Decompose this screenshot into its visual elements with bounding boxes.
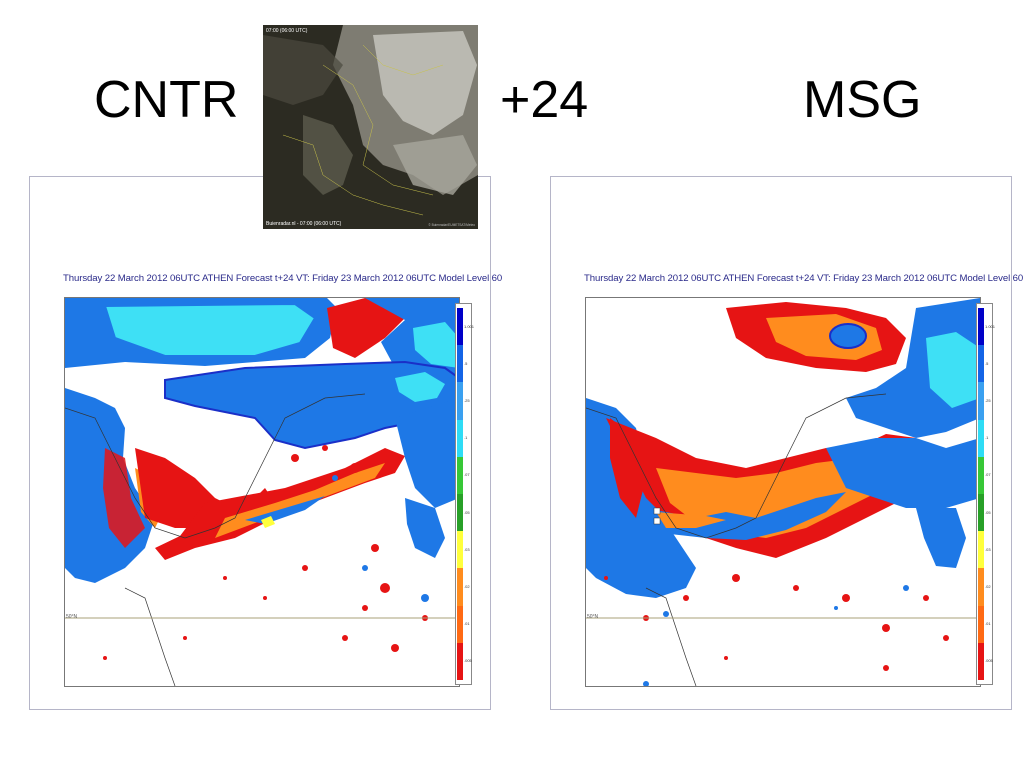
colorbar-label: .25 xyxy=(464,398,470,403)
colorbar-segment xyxy=(457,456,463,494)
colorbar-segment xyxy=(457,642,463,680)
colorbar-segment xyxy=(978,531,984,569)
forecast-map: 50°N xyxy=(585,297,981,687)
colorbar-segment xyxy=(978,568,984,606)
forecast-panel-cntr: Thursday 22 March 2012 06UTC ATHEN Forec… xyxy=(29,176,502,710)
colorbar-label: .05 xyxy=(464,509,470,515)
colorbar-segment xyxy=(457,531,463,569)
colorbar-label: .1 xyxy=(985,435,989,441)
colorbar-segment xyxy=(457,419,463,457)
colorbar-segment xyxy=(457,382,463,420)
colorbar-legend: 1.001 .5 .25 .1 .07 .05 .03 .02 .01 .005 xyxy=(976,303,996,685)
colorbar-label: .03 xyxy=(464,546,470,552)
colorbar-segment xyxy=(978,642,984,680)
colorbar-segment xyxy=(978,456,984,494)
colorbar-segment xyxy=(457,605,463,643)
forecast-map: 50°N xyxy=(64,297,460,687)
colorbar-segment xyxy=(978,605,984,643)
latitude-label: 50°N xyxy=(66,614,78,620)
heading-cntr: CNTR xyxy=(94,71,239,129)
colorbar-label: .02 xyxy=(985,584,991,589)
forecast-panel-msg: Thursday 22 March 2012 06UTC ATHEN Forec… xyxy=(550,176,1023,710)
colorbar-segment xyxy=(978,308,984,346)
colorbar-label: .01 xyxy=(985,621,991,627)
colorbar-label: .1 xyxy=(464,435,468,441)
panel-title: Thursday 22 March 2012 06UTC ATHEN Forec… xyxy=(63,273,503,284)
colorbar-label: .03 xyxy=(985,546,991,552)
colorbar-strip xyxy=(978,308,984,680)
forecast-map-graphic xyxy=(586,298,980,686)
colorbar-segment xyxy=(457,493,463,532)
satellite-time-caption: 07:00 (06:00 UTC) xyxy=(266,28,308,34)
colorbar-segment xyxy=(978,345,984,383)
colorbar-label: .07 xyxy=(464,472,470,478)
latitude-label: 50°N xyxy=(587,614,599,620)
satellite-cloud-graphic xyxy=(263,25,478,229)
colorbar-label: .05 xyxy=(985,509,991,515)
forecast-map-graphic xyxy=(65,298,459,686)
colorbar-label: .5 xyxy=(985,360,989,366)
colorbar-strip xyxy=(457,308,463,680)
satellite-credit: © Buienradar/EUMETSAT/Meteo xyxy=(428,223,475,227)
colorbar-label: .01 xyxy=(464,621,470,627)
colorbar-label: .07 xyxy=(985,472,991,478)
colorbar-legend: 1.001 .5 .25 .1 .07 .05 .03 .02 .01 .005 xyxy=(455,303,475,685)
colorbar-segment xyxy=(457,568,463,606)
colorbar-segment xyxy=(978,419,984,457)
heading-msg: MSG xyxy=(803,71,922,129)
colorbar-label: 1.001 xyxy=(985,323,996,329)
colorbar-label: .5 xyxy=(464,360,468,366)
colorbar-segment xyxy=(978,493,984,532)
colorbar-label: .005 xyxy=(985,658,993,664)
colorbar-segment xyxy=(457,345,463,383)
colorbar-label: 1.001 xyxy=(464,323,475,329)
satellite-source-caption: Buienradar.nl - 07:00 (06:00 UTC) xyxy=(266,221,342,227)
satellite-image: 07:00 (06:00 UTC) Buienradar.nl - 07:00 … xyxy=(263,25,478,229)
colorbar-segment xyxy=(978,382,984,420)
colorbar-label: .25 xyxy=(985,398,991,403)
panel-title: Thursday 22 March 2012 06UTC ATHEN Forec… xyxy=(584,273,1024,284)
heading-plus-24: +24 xyxy=(500,71,589,129)
colorbar-label: .005 xyxy=(464,658,472,664)
colorbar-segment xyxy=(457,308,463,346)
colorbar-label: .02 xyxy=(464,584,470,589)
